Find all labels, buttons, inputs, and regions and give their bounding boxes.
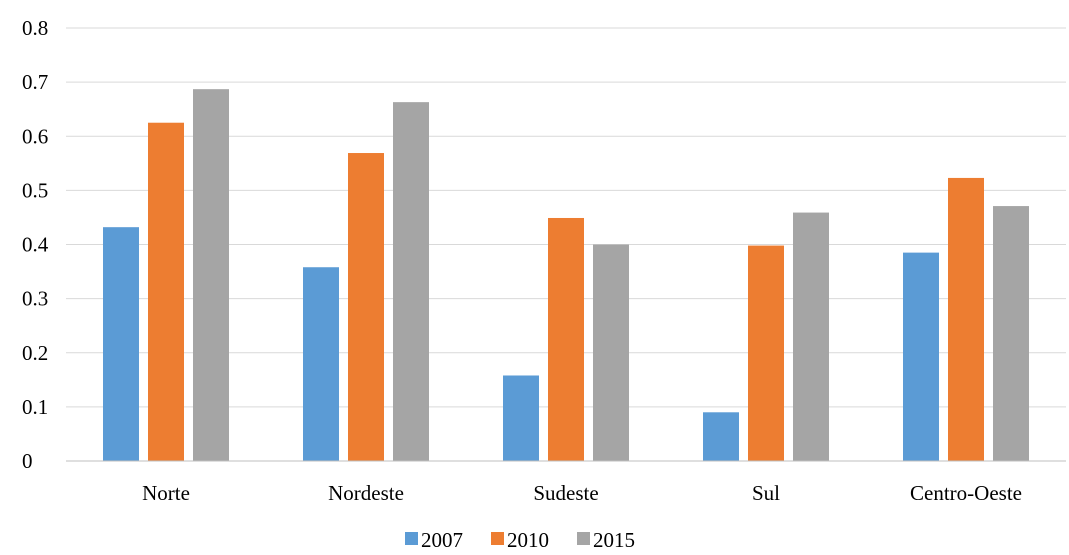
y-tick-label: 0.5 bbox=[22, 178, 48, 202]
bar-2015-nordeste bbox=[393, 102, 429, 462]
bar-2015-norte bbox=[193, 89, 229, 461]
legend-swatch-2010 bbox=[491, 532, 504, 545]
y-axis-ticks: 0 0.1 0.2 0.3 0.4 0.5 0.6 0.7 0.8 bbox=[22, 16, 49, 473]
legend: 2007 2010 2015 bbox=[405, 528, 635, 552]
bar-2007-centro-oeste bbox=[903, 252, 939, 461]
legend-label: 2010 bbox=[507, 528, 549, 552]
x-category-label: Nordeste bbox=[328, 481, 404, 505]
x-category-label: Sul bbox=[752, 481, 780, 505]
y-tick-label: 0 bbox=[22, 449, 33, 473]
bar-2015-sudeste bbox=[593, 244, 629, 461]
y-tick-label: 0.4 bbox=[22, 233, 49, 257]
x-category-label: Norte bbox=[142, 481, 190, 505]
bar-2010-nordeste bbox=[348, 153, 384, 461]
category-labels: Norte Nordeste Sudeste Sul Centro-Oeste bbox=[142, 481, 1022, 505]
bar-2015-centro-oeste bbox=[993, 206, 1029, 461]
y-tick-label: 0.1 bbox=[22, 395, 48, 419]
x-category-label: Centro-Oeste bbox=[910, 481, 1022, 505]
bar-2010-centro-oeste bbox=[948, 177, 984, 461]
bar-2010-sul bbox=[748, 245, 784, 461]
bar-2010-sudeste bbox=[548, 217, 584, 461]
bar-2015-sul bbox=[793, 212, 829, 461]
legend-swatch-2015 bbox=[577, 532, 590, 545]
x-category-label: Sudeste bbox=[533, 481, 598, 505]
legend-swatch-2007 bbox=[405, 532, 418, 545]
y-tick-label: 0.6 bbox=[22, 124, 48, 148]
y-tick-label: 0.7 bbox=[22, 70, 48, 94]
bar-2010-norte bbox=[148, 122, 184, 461]
bar-2007-nordeste bbox=[303, 267, 339, 461]
legend-label: 2015 bbox=[593, 528, 635, 552]
legend-label: 2007 bbox=[421, 528, 463, 552]
bars bbox=[103, 89, 1029, 462]
y-tick-label: 0.3 bbox=[22, 287, 48, 311]
y-tick-label: 0.2 bbox=[22, 341, 48, 365]
bar-2007-sudeste bbox=[503, 375, 539, 461]
bar-2007-norte bbox=[103, 227, 139, 461]
y-tick-label: 0.8 bbox=[22, 16, 48, 40]
bar-2007-sul bbox=[703, 412, 739, 461]
